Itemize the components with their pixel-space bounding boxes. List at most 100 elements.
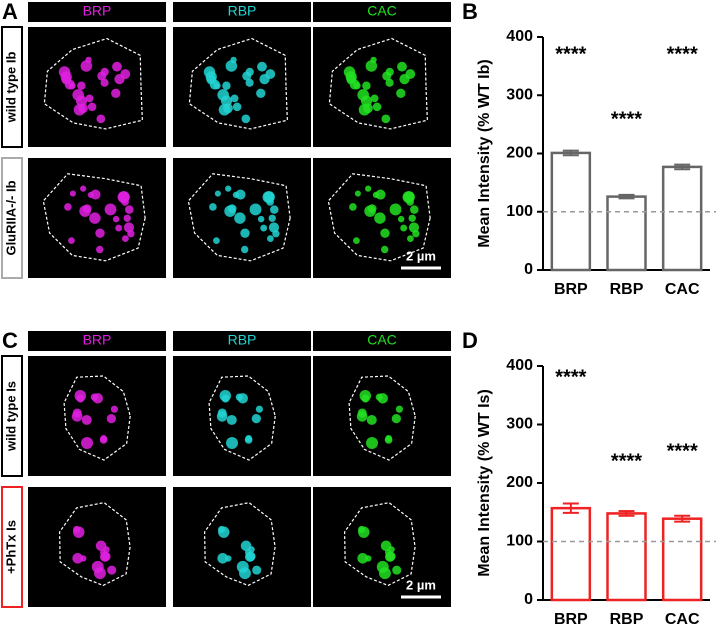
puncta [362, 81, 371, 90]
x-tick-label: CAC [665, 611, 700, 628]
puncta [385, 78, 394, 87]
panel-label: D [462, 328, 478, 353]
puncta [223, 103, 233, 114]
x-tick-label: RBP [610, 611, 644, 628]
row-label: GluRIIA-/- Ib [3, 180, 18, 255]
bouton-outline [63, 375, 131, 461]
puncta [110, 405, 118, 413]
micrograph [313, 158, 451, 278]
puncta [256, 88, 266, 99]
puncta [365, 60, 378, 72]
puncta [122, 235, 129, 242]
puncta [257, 215, 265, 223]
puncta [389, 203, 402, 216]
bouton-outline [188, 37, 288, 130]
puncta [379, 567, 391, 580]
puncta [365, 555, 372, 562]
puncta [230, 94, 239, 103]
puncta [349, 79, 360, 90]
puncta [96, 114, 106, 124]
bouton-outline [204, 501, 276, 587]
bouton-outline [43, 37, 143, 130]
puncta [268, 214, 276, 222]
puncta [395, 405, 403, 413]
puncta [353, 237, 360, 244]
puncta [267, 235, 274, 242]
puncta [357, 408, 367, 418]
puncta [80, 185, 87, 192]
significance: **** [611, 108, 642, 130]
puncta [237, 393, 248, 404]
puncta [249, 203, 262, 216]
puncta [74, 389, 87, 402]
row-label: wild type Is [3, 381, 18, 452]
channel-header: RBP [228, 3, 257, 19]
puncta [112, 215, 120, 223]
puncta [217, 408, 227, 418]
puncta [64, 203, 72, 211]
bouton-outline [344, 501, 416, 587]
puncta [209, 203, 217, 211]
puncta [357, 525, 366, 534]
panel-label: C [2, 328, 18, 353]
y-tick-label: 0 [524, 591, 533, 608]
puncta [234, 212, 246, 224]
puncta [100, 551, 111, 562]
puncta [222, 81, 231, 90]
x-tick-label: BRP [554, 281, 588, 298]
micrograph-bg [173, 356, 311, 476]
puncta [81, 414, 92, 425]
puncta [225, 60, 238, 72]
y-axis-label: Mean Intensity (% WT Is) [476, 389, 493, 577]
puncta [359, 389, 372, 402]
puncta [260, 224, 268, 232]
puncta [106, 413, 116, 424]
puncta [89, 212, 101, 224]
puncta [117, 191, 130, 204]
y-tick-label: 100 [506, 533, 533, 550]
puncta [377, 393, 388, 404]
bar [661, 165, 703, 272]
row-label-box [1, 486, 23, 608]
puncta [255, 405, 263, 413]
bouton-outline [42, 173, 146, 262]
puncta [357, 89, 369, 101]
puncta [408, 214, 416, 222]
puncta [232, 191, 240, 198]
puncta [226, 437, 238, 450]
micrograph [173, 356, 311, 476]
puncta [97, 71, 107, 81]
puncta [349, 203, 357, 211]
puncta [366, 414, 377, 425]
puncta [68, 237, 75, 244]
micrograph-bg [313, 27, 451, 147]
puncta [87, 191, 95, 198]
puncta [232, 102, 242, 112]
channel-header-bg [28, 331, 166, 351]
puncta [114, 74, 125, 85]
micrograph [28, 158, 166, 278]
row-label: +PhTx Is [3, 520, 18, 574]
puncta [112, 61, 122, 72]
bar [606, 195, 647, 272]
bouton-outline [327, 173, 431, 262]
y-tick-label: 0 [524, 261, 533, 278]
puncta [125, 205, 134, 214]
x-tick-label: RBP [610, 281, 644, 298]
puncta [92, 393, 103, 404]
significance: **** [555, 43, 586, 65]
puncta [217, 525, 226, 534]
puncta [381, 114, 391, 124]
puncta [354, 190, 361, 197]
scale-bar-label: 2 µm [406, 577, 436, 592]
puncta [370, 94, 379, 103]
micrograph [313, 356, 451, 476]
x-tick-label: BRP [554, 611, 588, 628]
puncta [262, 191, 275, 204]
bouton-outline [208, 375, 276, 461]
puncta [225, 555, 232, 562]
puncta [259, 74, 270, 85]
micrograph [173, 27, 311, 147]
puncta [226, 414, 237, 425]
puncta [87, 102, 97, 112]
